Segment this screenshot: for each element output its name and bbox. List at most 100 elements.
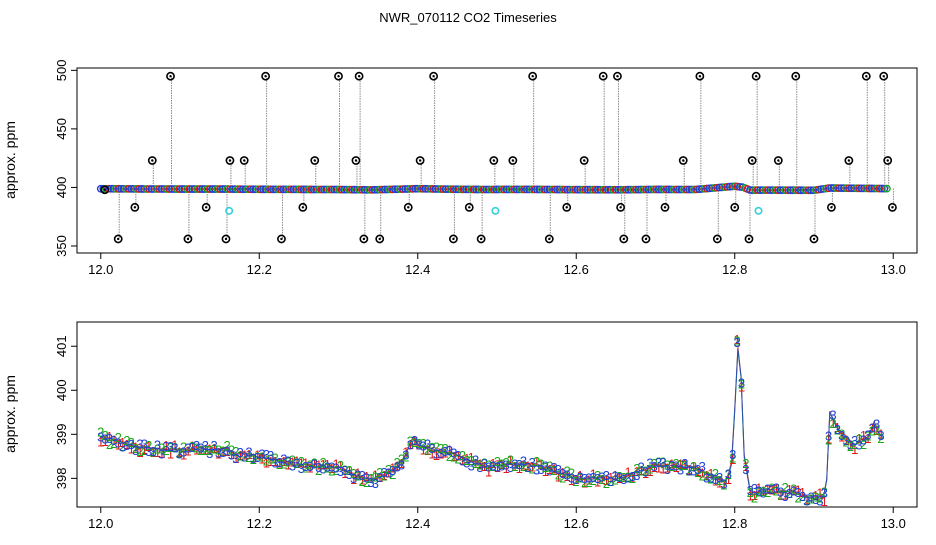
top-data-point [134,185,143,193]
bottom-marker-1: 1 [180,447,187,462]
top-data-point [789,186,797,195]
bottom-marker-1: 1 [328,461,335,476]
bottom-marker-1: 1 [219,445,226,460]
bottom-marker-2: 2 [346,463,353,478]
bottom-marker-2: 2 [420,436,427,451]
top-cyan-point [491,206,500,215]
top-data-point [596,185,605,194]
bottom-marker-3: 3 [729,447,736,462]
top-data-point [875,184,884,193]
bottom-marker-1: 1 [733,332,740,347]
top-cyan-point [754,206,763,215]
bottom-marker-3: 3 [625,471,632,486]
bottom-panel: 1231231231231231231231231231231231231231… [2,321,918,531]
bottom-marker-2: 2 [184,441,191,456]
bottom-marker-2: 2 [672,456,679,471]
bottom-marker-3: 3 [842,433,849,448]
top-data-point [454,185,463,194]
bottom-marker-3: 3 [359,468,366,483]
top-outlier-point [429,71,439,81]
bottom-marker-2: 2 [354,468,361,483]
bottom-marker-3: 3 [171,440,178,455]
top-data-point [677,185,686,194]
top-data-point [271,185,280,194]
top-data-point [657,185,666,194]
bottom-marker-3: 3 [760,486,767,501]
top-data-point [626,185,635,194]
bottom-marker-2: 2 [285,455,292,470]
bottom-marker-2: 2 [873,423,880,438]
bottom-marker-2: 2 [838,427,845,442]
bottom-marker-3: 3 [494,459,501,474]
bottom-marker-2: 2 [629,471,636,486]
bottom-marker-1: 1 [686,463,693,478]
bottom-marker-1: 1 [795,482,802,497]
top-data-point [629,185,638,194]
bottom-marker-1: 1 [158,446,165,461]
top-data-point [799,186,808,195]
top-data-point [441,185,450,194]
top-data-point [332,185,341,194]
bottom-marker-3: 3 [755,483,762,498]
top-outlier-point [695,71,705,81]
bottom-marker-2: 2 [786,486,793,501]
top-data-point [302,185,311,194]
top-data-point [423,184,432,193]
bottom-marker-2: 2 [642,464,649,479]
bottom-marker-3: 3 [677,462,684,477]
top-data-point [598,185,607,194]
top-data-point [408,184,417,193]
top-outlier-point [183,234,193,244]
top-data-point [527,185,536,194]
top-data-point [844,184,853,193]
top-data-point [439,185,448,193]
bottom-marker-1: 1 [485,464,492,479]
bottom-marker-2: 2 [533,454,540,469]
bottom-marker-2: 2 [141,443,148,458]
bottom-marker-1: 1 [437,446,444,461]
bottom-marker-1: 1 [638,463,645,478]
top-data-point [160,185,169,193]
top-outlier-point [201,202,211,212]
bottom-marker-1: 1 [625,465,632,480]
bottom-marker-3: 3 [533,463,540,478]
top-data-point [127,184,136,193]
top-data-point [571,185,579,194]
bottom-marker-2: 2 [699,469,706,484]
top-outlier-point-center [754,74,758,78]
top-y-axis-label: approx. ppm [2,121,18,199]
bottom-marker-3: 3 [367,475,374,490]
top-outlier-point-center [418,159,422,162]
bottom-marker-2: 2 [516,457,523,472]
bottom-marker-2: 2 [725,467,732,482]
bottom-marker-2: 2 [851,437,858,452]
top-data-point [700,184,709,193]
bottom-marker-1: 1 [167,447,174,462]
bottom-marker-2: 2 [115,430,122,445]
top-data-point [682,185,691,194]
bottom-marker-2: 2 [664,457,671,472]
bottom-marker-1: 1 [206,441,213,456]
bottom-marker-1: 1 [533,454,540,469]
top-data-point [205,185,214,193]
top-data-point [647,185,655,194]
top-data-point [241,185,250,194]
top-data-point [525,185,534,194]
top-outlier-point [773,156,783,165]
top-outlier-point [744,234,754,244]
bottom-marker-3: 3 [681,456,688,471]
bottom-marker-3: 3 [516,457,523,472]
bottom-marker-1: 1 [816,486,823,501]
bottom-marker-2: 2 [476,457,483,472]
top-outlier-point [619,234,629,244]
top-outlier-point [489,156,499,165]
bottom-marker-2: 2 [581,475,588,490]
top-data-point [279,185,288,194]
bottom-marker-2: 2 [638,463,645,478]
bottom-marker-3: 3 [751,481,758,496]
top-data-point [172,185,181,193]
top-data-point [484,185,493,194]
bottom-marker-1: 1 [271,454,278,469]
bottom-marker-2: 2 [241,449,248,464]
bottom-marker-3: 3 [433,446,440,461]
